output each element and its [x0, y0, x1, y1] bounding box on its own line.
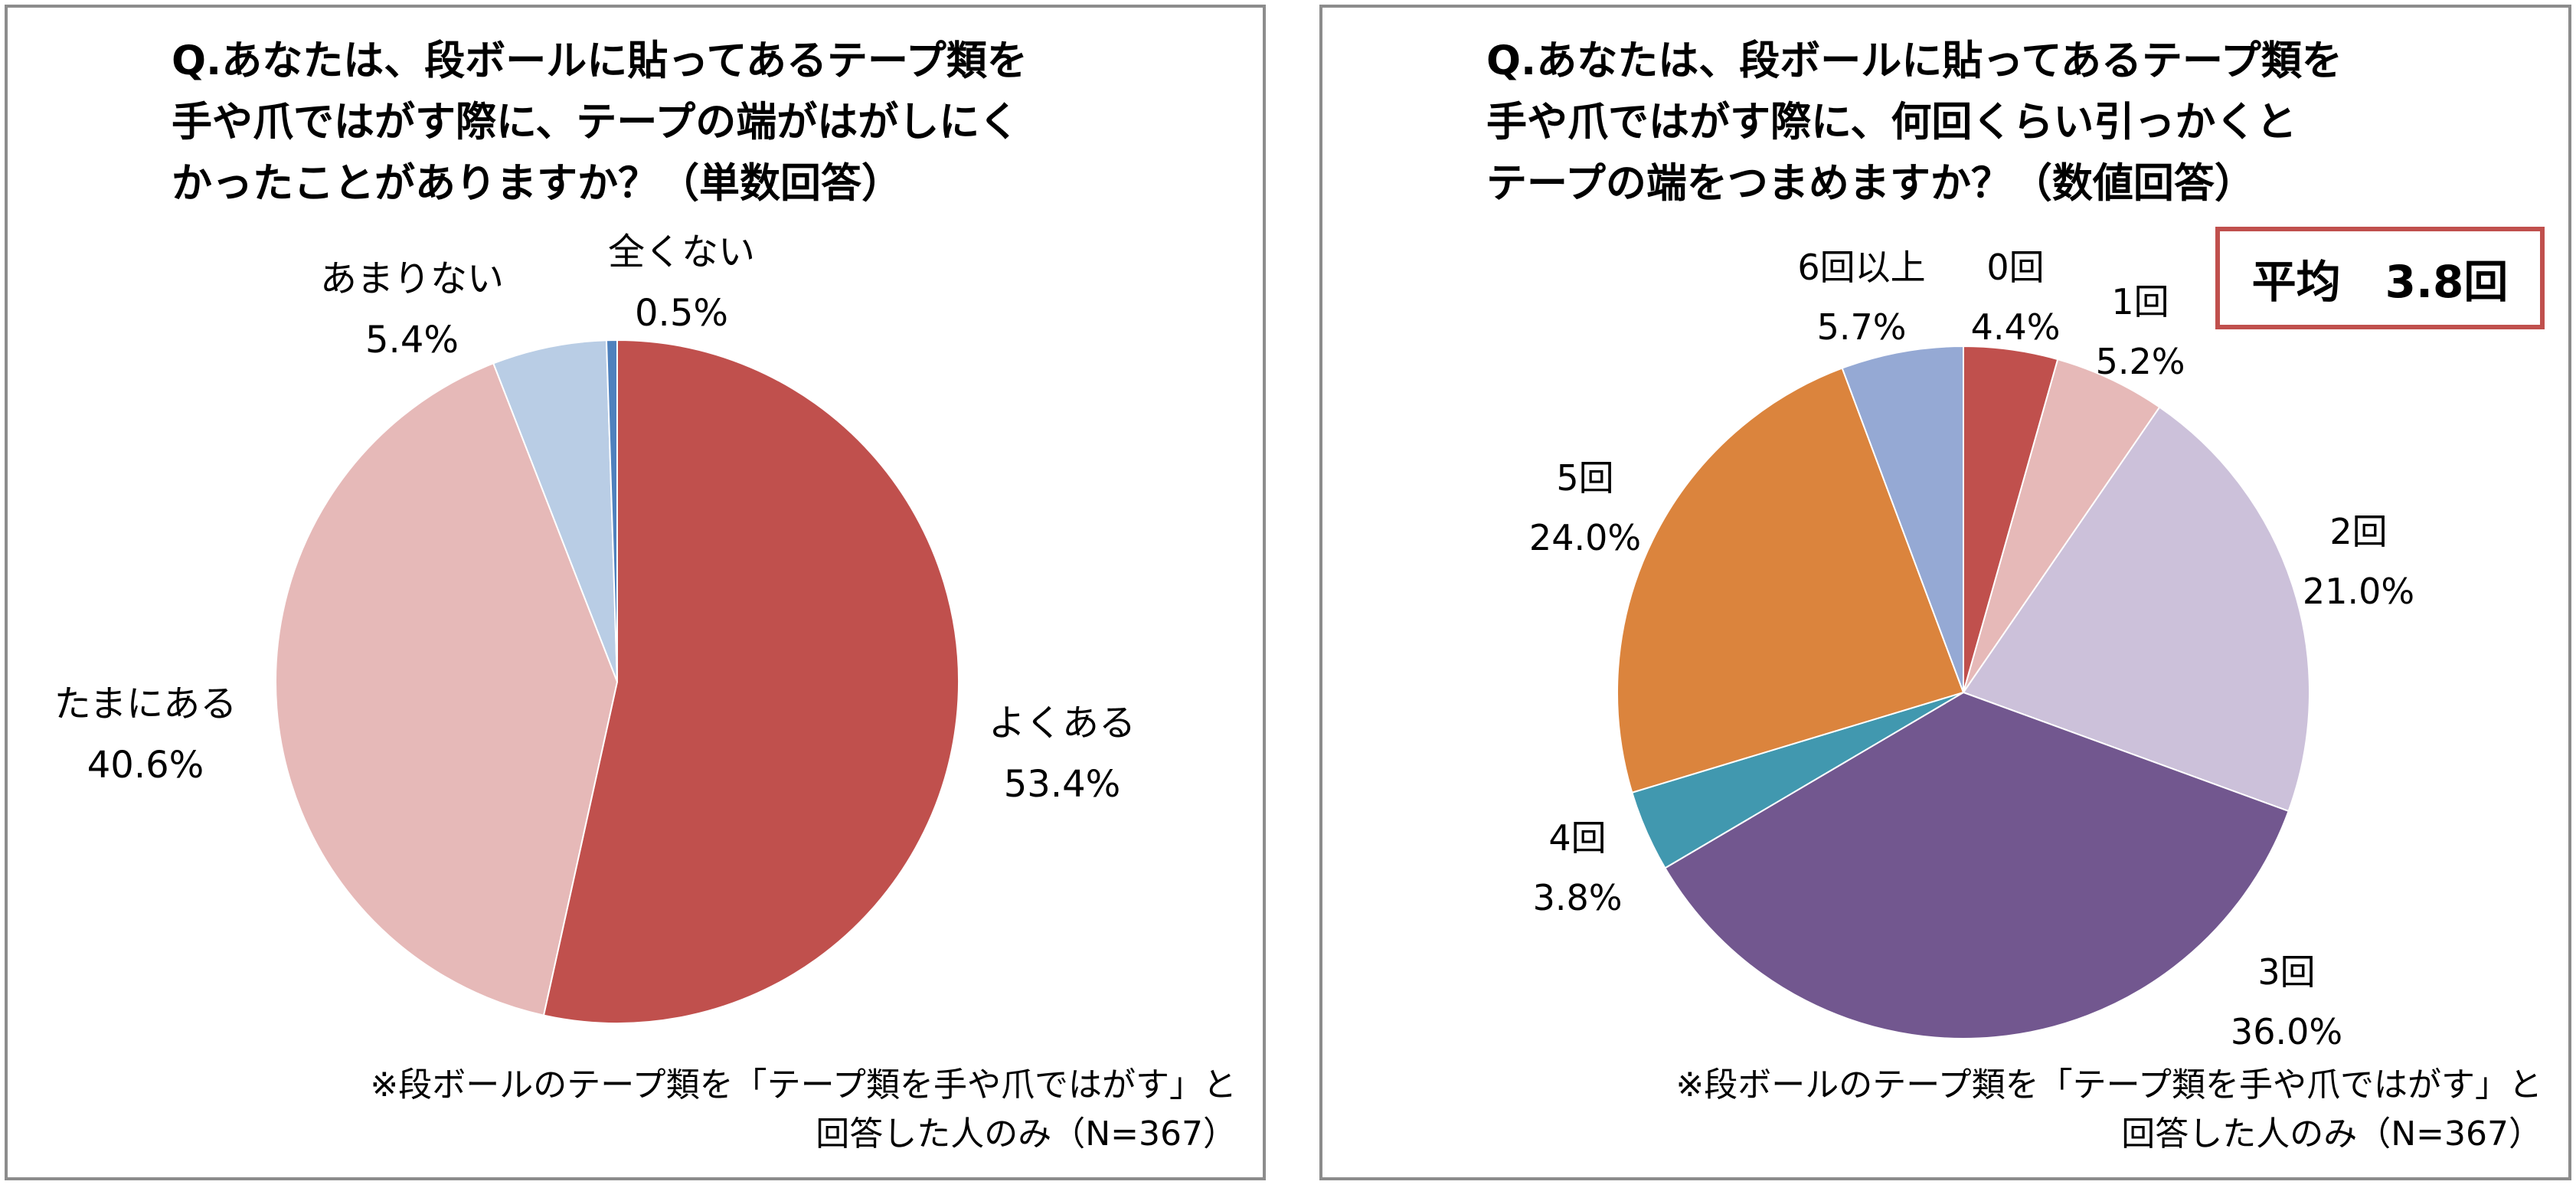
slice-value-label: 5.7% — [1817, 306, 1907, 348]
pie-slice — [1664, 691, 2290, 1039]
sample-note-right: ※段ボールのテープ類を「テープ類を手や爪ではがす」と 回答した人のみ（N=367… — [1675, 1061, 2542, 1159]
slice-value-label: 3.8% — [1533, 877, 1623, 918]
slice-value-label: 0.5% — [635, 292, 728, 335]
pie-slice — [1963, 358, 2161, 693]
pie-slice — [1841, 345, 1964, 693]
slice-category-label: 6回以上 — [1797, 247, 1925, 288]
note-line: 回答した人のみ（N=367） — [816, 1114, 1237, 1154]
chart-panel-right: Q.あなたは、段ボールに貼ってあるテープ類を 手や爪ではがす際に、何回くらい引っ… — [1319, 5, 2571, 1180]
slice-category-label: 4回 — [1548, 817, 1606, 859]
title-line: かったことがありますか？（単数回答） — [172, 160, 902, 207]
slice-value-label: 24.0% — [1529, 517, 1641, 558]
title-line: テープの端をつまめますか？（数値回答） — [1486, 160, 2255, 207]
slice-value-label: 40.6% — [87, 744, 204, 787]
slice-value-label: 21.0% — [2303, 571, 2414, 612]
slice-category-label: たまにある — [54, 682, 237, 725]
slice-category-label: 2回 — [2329, 511, 2387, 552]
pie-slice — [605, 339, 618, 682]
pie-chart-right: 0回 4.4% 1回 5.2% 2回 21.0% 3回 36.0% 4回 3.8% 5回 24.0% 6… — [1529, 247, 2414, 1052]
slice-value-label: 53.4% — [1004, 763, 1120, 806]
note-line: 回答した人のみ（N=367） — [2121, 1114, 2542, 1154]
note-line: ※段ボールのテープ類を「テープ類を手や爪ではがす」と — [370, 1065, 1237, 1105]
pie-slice — [492, 339, 618, 682]
slice-category-label: 5回 — [1556, 457, 1613, 499]
title-line: Q.あなたは、段ボールに貼ってあるテープ類を — [172, 38, 1028, 84]
chart-panel-left: Q.あなたは、段ボールに貼ってあるテープ類を 手や爪ではがす際に、テープの端がは… — [5, 5, 1266, 1180]
pie-slice — [542, 339, 959, 1024]
slice-category-label: 3回 — [2257, 951, 2315, 993]
slice-category-label: よくある — [989, 702, 1136, 745]
pie-slice — [1962, 406, 2311, 813]
slice-value-label: 4.4% — [1971, 306, 2061, 348]
slice-category-label: 0回 — [1986, 247, 2044, 288]
chart-title-right: Q.あなたは、段ボールに貼ってあるテープ類を 手や爪ではがす際に、何回くらい引っ… — [1486, 31, 2342, 214]
slice-category-label: 全くない — [608, 231, 755, 273]
title-line: Q.あなたは、段ボールに貼ってあるテープ類を — [1486, 38, 2342, 84]
title-line: 手や爪ではがす際に、テープの端がはがしにく — [172, 99, 1020, 146]
slice-value-label: 5.4% — [365, 319, 459, 362]
slice-value-label: 5.2% — [2096, 341, 2185, 382]
average-badge: 平均 3.8回 — [2215, 227, 2545, 329]
sample-note-left: ※段ボールのテープ類を「テープ類を手や爪ではがす」と 回答した人のみ（N=367… — [370, 1061, 1237, 1159]
pie-chart-left: よくある 53.4% たまにある 40.6% あまりない 5.4% 全くない 0.5% — [54, 231, 1136, 1024]
pie-slice — [1617, 367, 1965, 794]
note-line: ※段ボールのテープ類を「テープ類を手や爪ではがす」と — [1675, 1065, 2542, 1105]
slice-category-label: 1回 — [2111, 281, 2169, 322]
slice-category-label: あまりない — [320, 257, 504, 300]
pie-slice — [275, 362, 619, 1016]
chart-title-left: Q.あなたは、段ボールに貼ってあるテープ類を 手や爪ではがす際に、テープの端がは… — [172, 31, 1028, 214]
title-line: 手や爪ではがす際に、何回くらい引っかくと — [1486, 99, 2297, 146]
slice-value-label: 36.0% — [2231, 1011, 2342, 1052]
